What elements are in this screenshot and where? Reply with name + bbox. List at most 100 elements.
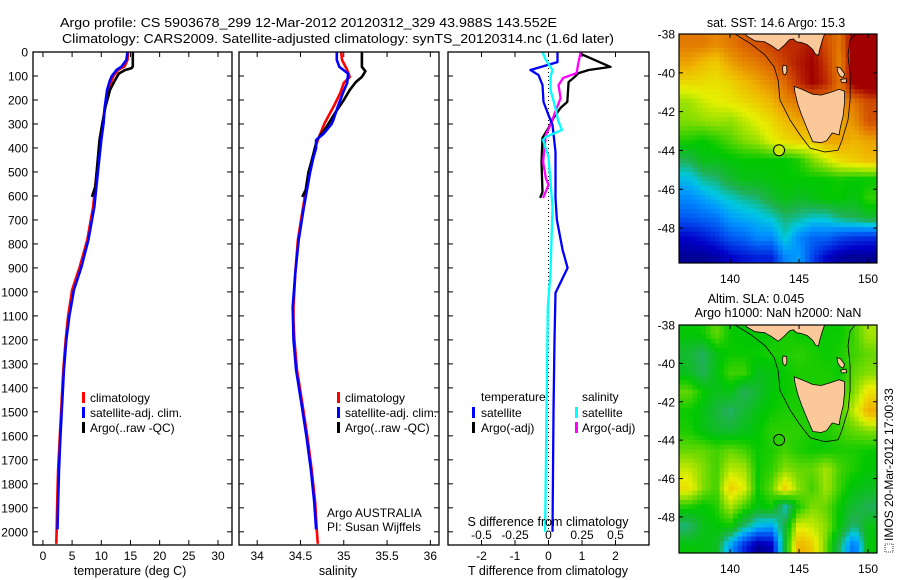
sst-cell: [688, 213, 693, 219]
sla-cell: [809, 550, 815, 553]
sst-cell: [796, 116, 801, 122]
sst-cell: [769, 61, 774, 67]
sla-cell: [719, 348, 725, 354]
sla-cell: [683, 329, 689, 335]
sla-cell: [737, 398, 743, 404]
sla-cell: [724, 389, 729, 395]
sst-cell: [809, 89, 815, 95]
sst-cell: [836, 57, 842, 63]
sst-cell: [800, 61, 806, 67]
legend-swatch-s-satellite: [575, 407, 578, 418]
sla-map-cells: [679, 325, 877, 553]
sla-cell: [746, 499, 752, 505]
sst-cell: [859, 204, 864, 210]
sst-cell: [715, 149, 720, 155]
sla-cell: [872, 499, 877, 505]
sla-cell: [796, 467, 801, 473]
sla-cell: [787, 486, 792, 492]
sst-cell: [859, 116, 864, 122]
sst-cell: [805, 167, 810, 173]
sst-cell: [764, 130, 770, 136]
sst-cell: [701, 144, 707, 150]
sst-cell: [760, 172, 765, 178]
sst-cell: [823, 176, 828, 182]
sla-cell: [764, 518, 770, 524]
sst-cell: [746, 208, 752, 214]
sla-cell: [845, 384, 851, 390]
sst-cell: [764, 254, 770, 260]
sla-cell: [764, 522, 770, 528]
sla-cell: [751, 481, 756, 487]
sst-cell: [845, 89, 851, 95]
sla-cell: [697, 417, 702, 423]
sst-cell: [688, 38, 693, 44]
sla-cell: [800, 440, 806, 446]
sst-cell: [733, 93, 738, 99]
sla-cell: [827, 463, 833, 469]
sla-cell: [683, 325, 689, 331]
sst-cell: [805, 66, 810, 72]
sst-cell: [764, 195, 770, 201]
sst-cell: [769, 126, 774, 132]
sla-cell: [737, 384, 743, 390]
sla-cell: [814, 513, 819, 519]
sla-cell: [791, 426, 797, 432]
sst-cell: [737, 218, 743, 224]
sst-cell: [764, 75, 770, 81]
sst-cell: [688, 245, 693, 251]
sla-cell: [809, 467, 815, 473]
sst-cell: [710, 162, 716, 168]
sst-cell: [719, 222, 725, 228]
sla-cell: [683, 527, 689, 533]
sla-cell: [827, 458, 833, 464]
sst-cell: [859, 181, 864, 187]
sla-cell: [773, 375, 779, 381]
sla-cell: [742, 467, 747, 473]
sla-cell: [710, 389, 716, 395]
sla-cell: [679, 430, 684, 436]
sst-cell: [733, 172, 738, 178]
sla-cell: [782, 348, 788, 354]
sla-cell: [733, 403, 738, 409]
sla-cell: [814, 504, 819, 510]
sst-cell: [787, 66, 792, 72]
sla-cell: [859, 440, 864, 446]
sst-cell: [841, 66, 846, 72]
sst-cell: [868, 199, 873, 205]
sla-cell: [863, 325, 869, 331]
sst-cell: [760, 61, 765, 67]
sst-cell: [850, 38, 855, 44]
sla-cell: [845, 490, 851, 496]
sla-cell: [728, 476, 734, 482]
sst-cell: [679, 61, 684, 67]
sst-cell: [805, 227, 810, 233]
sla-cell: [773, 490, 779, 496]
sst-cell: [818, 167, 824, 173]
sst-cell: [692, 259, 698, 263]
sst-cell: [728, 213, 734, 219]
sst-cell: [787, 149, 792, 155]
sst-cell: [706, 227, 711, 233]
sst-cell: [715, 204, 720, 210]
sst-cell: [863, 241, 869, 247]
sst-cell: [791, 204, 797, 210]
sst-cell: [701, 89, 707, 95]
sst-cell: [769, 259, 774, 263]
sst-cell: [724, 47, 729, 53]
sla-cell: [746, 394, 752, 400]
sst-cell: [715, 259, 720, 263]
sst-cell: [769, 213, 774, 219]
sst-cell: [818, 61, 824, 67]
sla-cell: [823, 550, 828, 553]
sla-cell: [800, 486, 806, 492]
sla-cell: [737, 435, 743, 441]
sst-cell: [746, 181, 752, 187]
sla-cell: [868, 348, 873, 354]
sst-cell: [719, 38, 725, 44]
sla-cell: [755, 366, 761, 372]
sla-cell: [728, 504, 734, 510]
sst-cell: [706, 250, 711, 256]
sla-cell: [809, 458, 815, 464]
sla-cell: [755, 522, 761, 528]
sst-cell: [755, 70, 761, 76]
